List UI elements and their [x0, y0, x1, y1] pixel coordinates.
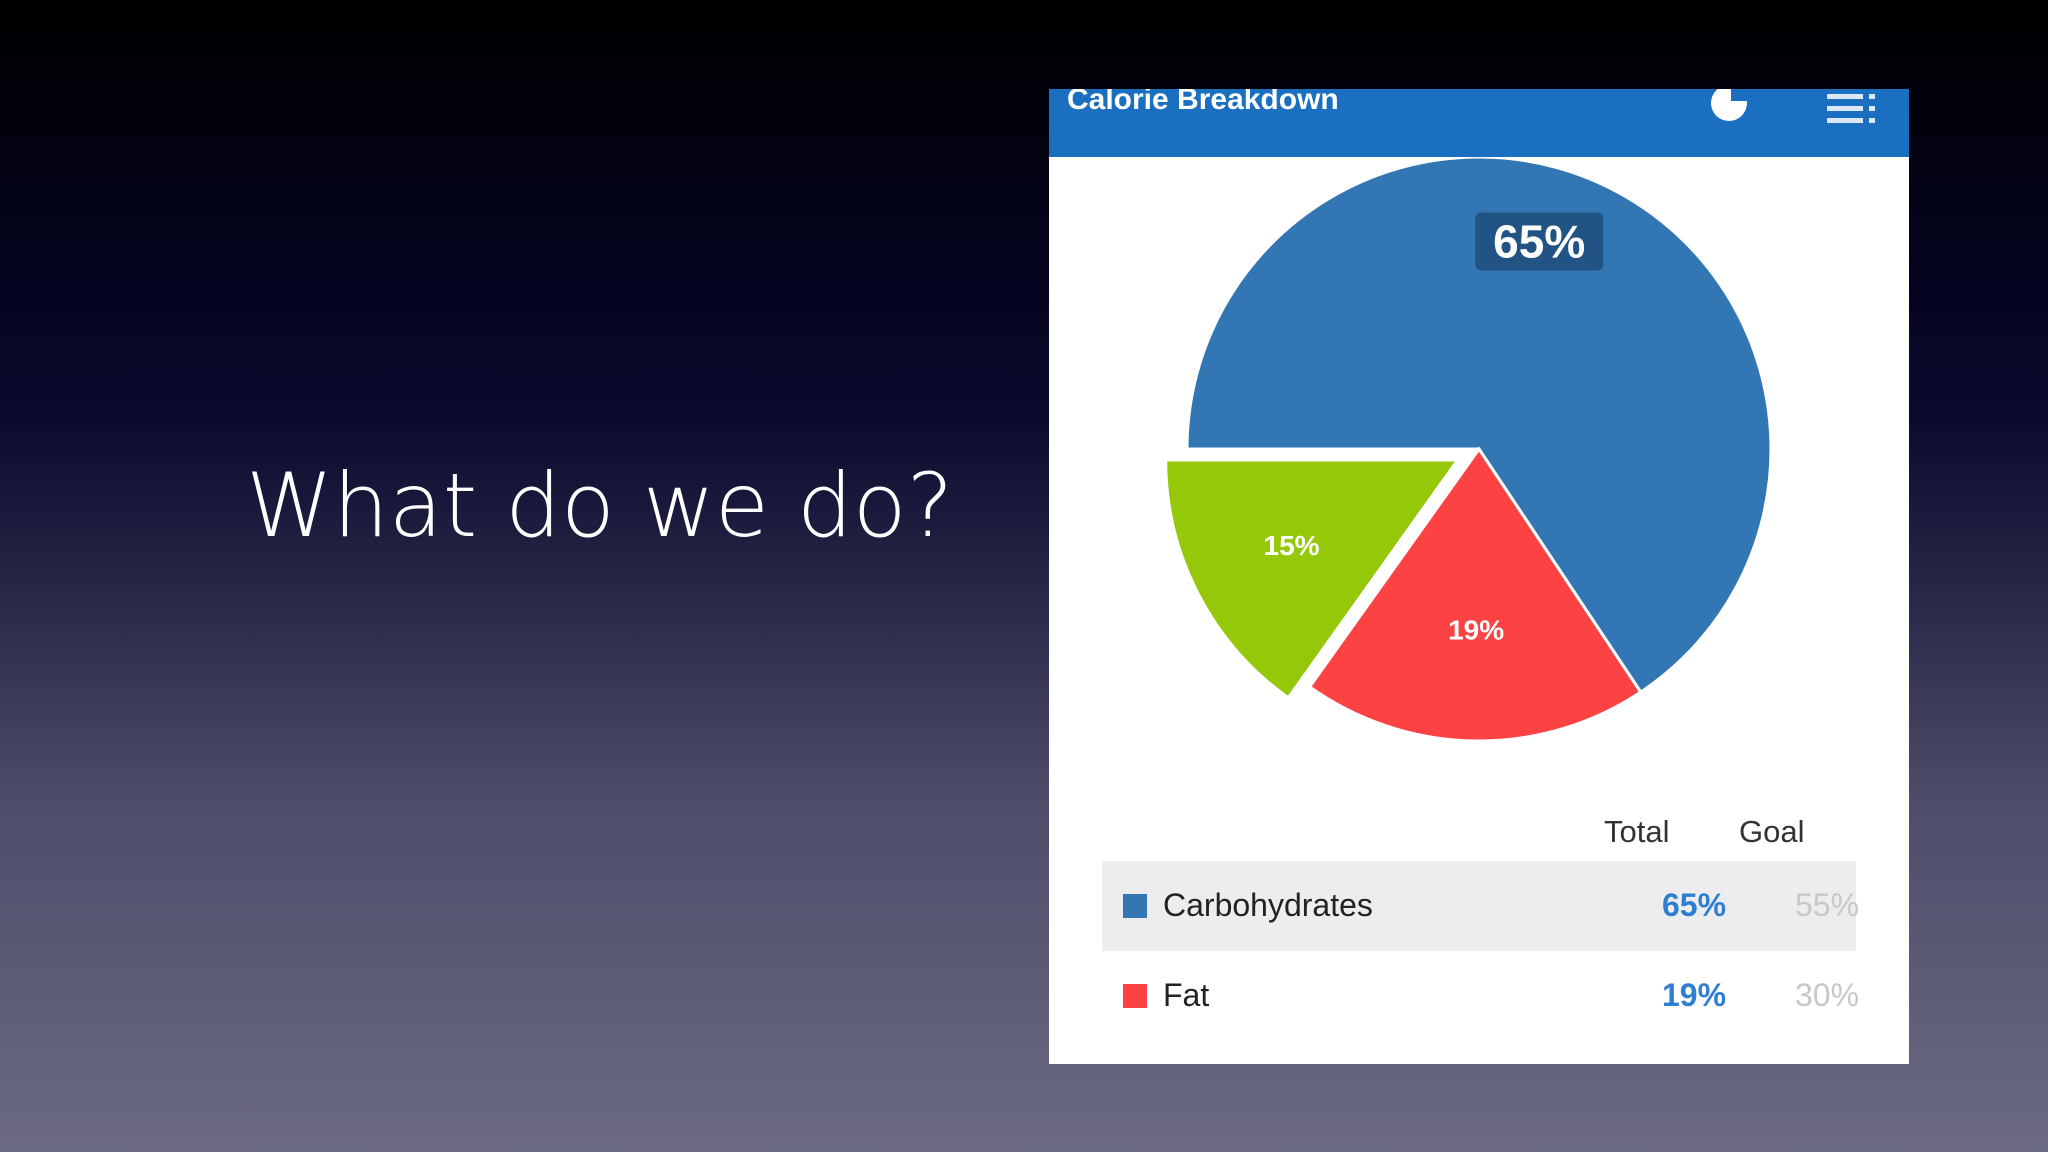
row-total: 19%: [1662, 977, 1727, 1013]
slide-title: What do we do?: [246, 454, 954, 557]
pie-slice-protein[interactable]: [1164, 458, 1461, 700]
pie-slice-fat[interactable]: [1307, 446, 1643, 743]
table-row-fat[interactable]: Fat 19% 30%: [1102, 951, 1860, 1041]
table-row-carbohydrates[interactable]: Carbohydrates 65% 55%: [1102, 861, 1860, 951]
pie-chart-icon[interactable]: [1707, 89, 1751, 129]
app-screenshot: Calorie Breakdown 65% 19% 15% Total Goal C…: [1049, 89, 1909, 1064]
pie-label-protein: 15%: [1264, 530, 1320, 561]
row-total: 65%: [1662, 887, 1727, 923]
row-goal: 55%: [1795, 887, 1860, 923]
app-header: Calorie Breakdown: [1049, 89, 1909, 157]
pie-label-carbohydrates: 65%: [1493, 215, 1585, 267]
pie-label-box: [1475, 212, 1604, 271]
pie-label-fat: 19%: [1448, 615, 1504, 646]
pie-chart: 65% 19% 15%: [1164, 157, 1773, 743]
legend-swatch-carbohydrates: [1123, 894, 1147, 918]
pie-slice-carbohydrates[interactable]: [1185, 157, 1773, 695]
row-label: Fat: [1163, 977, 1210, 1013]
app-header-title: Calorie Breakdown: [1067, 89, 1339, 116]
list-menu-icon[interactable]: [1825, 91, 1877, 129]
table-header-goal: Goal: [1739, 814, 1805, 849]
table-header-total: Total: [1604, 814, 1670, 849]
row-goal: 30%: [1795, 977, 1860, 1013]
row-label: Carbohydrates: [1163, 887, 1373, 923]
legend-swatch-fat: [1123, 984, 1147, 1008]
